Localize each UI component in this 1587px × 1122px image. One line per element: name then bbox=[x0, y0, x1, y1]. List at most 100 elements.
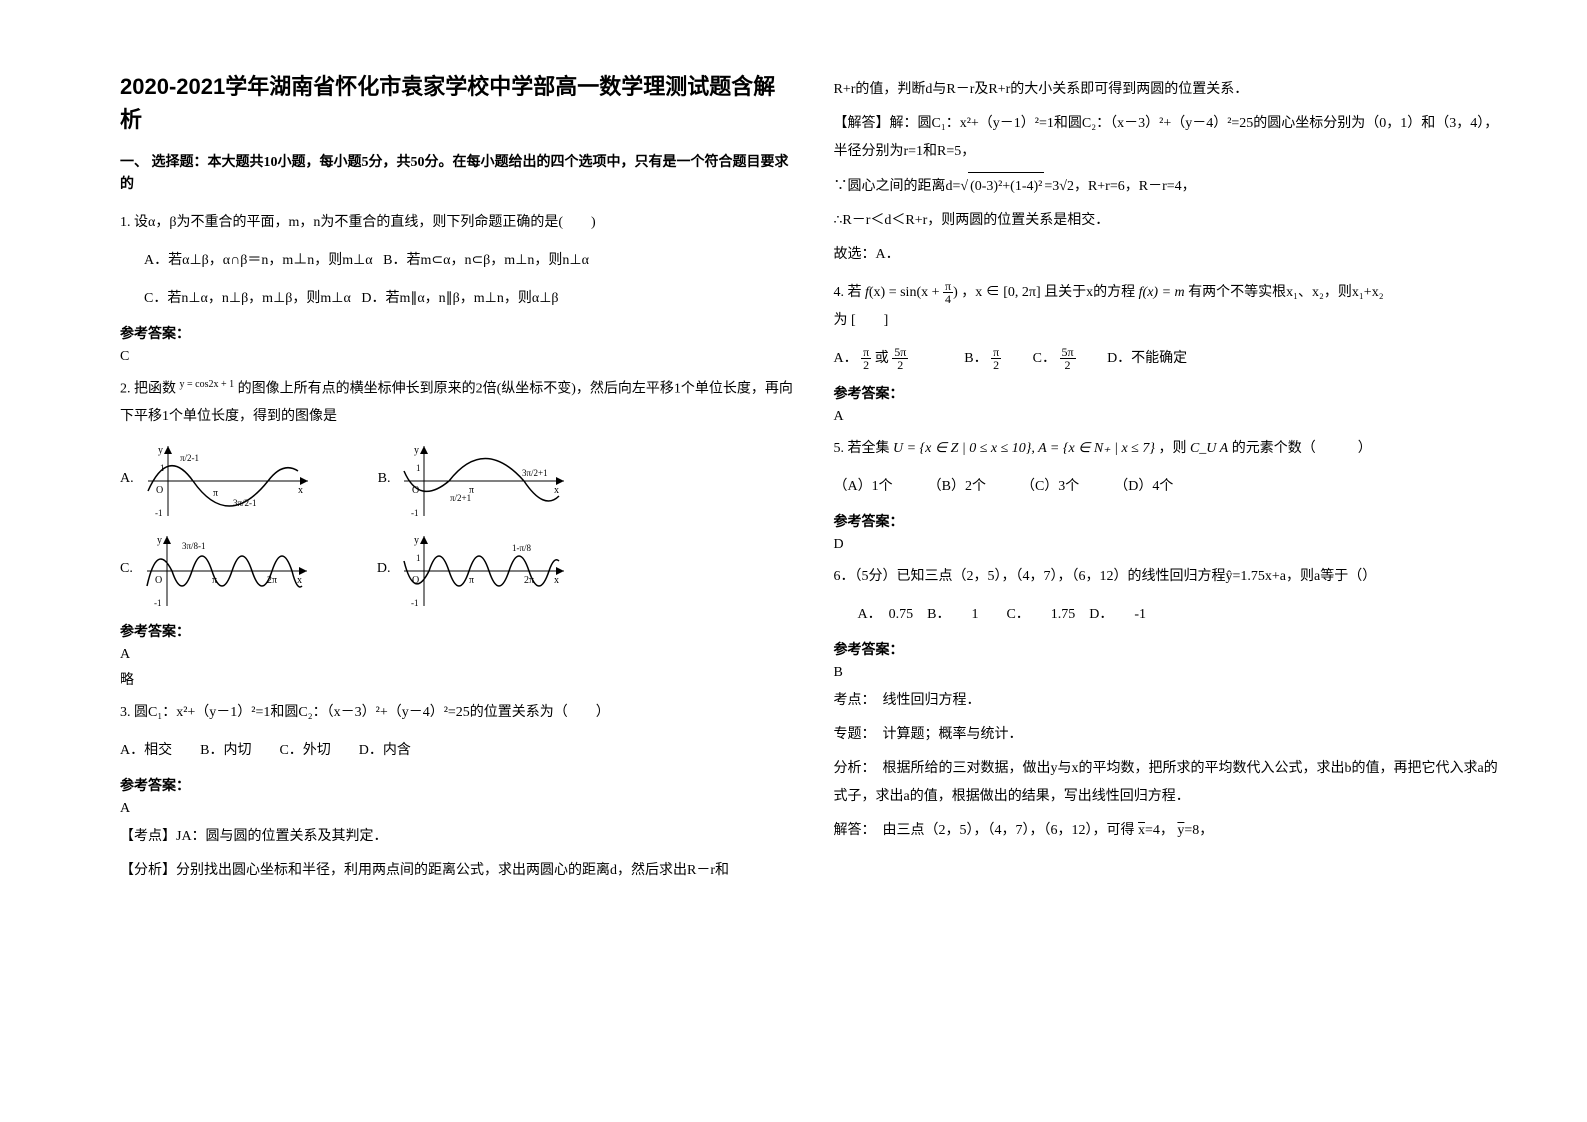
graph-svg-a: O π/2-1 π 3π/2-1 x y 1 -1 bbox=[138, 441, 318, 521]
q4-stem-end: 为 [ ] bbox=[834, 313, 889, 328]
svg-text:2π: 2π bbox=[267, 575, 277, 586]
q4-opt-c-pre: C． bbox=[1033, 351, 1056, 366]
q3-cont5: 故选：A． bbox=[834, 241, 1508, 269]
q5-stem-post: 的元素个数（ ） bbox=[1232, 441, 1372, 456]
q3-analysis: 【分析】分别找出圆心坐标和半径，利用两点间的距离公式，求出两圆心的距离d，然后求… bbox=[120, 857, 794, 885]
graph-svg-c: O 3π/8-1 π 2π x y -1 bbox=[137, 531, 317, 611]
q1-opt-d: D．若m∥α，n∥β，m⊥n，则α⊥β bbox=[361, 291, 558, 306]
q3-cont3-post: ，R+r=6，R－r=4， bbox=[1074, 179, 1196, 194]
svg-text:-1: -1 bbox=[154, 598, 162, 608]
q6-stem-pre: 6．（5分）已知三点（2，5），（4，7），（6，12）的线性回归方程 bbox=[834, 569, 1226, 584]
svg-text:1: 1 bbox=[416, 463, 421, 473]
q4-fx: f(x) = m bbox=[1139, 285, 1185, 300]
q1-opt-c: C．若n⊥α，n⊥β，m⊥β，则m⊥α bbox=[144, 291, 351, 306]
q2-graph-a: A. O π/2-1 π 3π/2-1 x y 1 -1 bbox=[120, 441, 318, 521]
q6-kd: 考点： 线性回归方程． bbox=[834, 687, 1508, 715]
q2-graph-row-2: C. O 3π/8-1 π 2π x y -1 D. bbox=[120, 531, 794, 611]
svg-text:1: 1 bbox=[416, 553, 421, 563]
q2-label-c: C. bbox=[120, 561, 133, 577]
svg-text:1-π/8: 1-π/8 bbox=[512, 543, 532, 553]
q2-label-a: A. bbox=[120, 471, 134, 487]
q4-stem-pre: 4. 若 bbox=[834, 285, 862, 300]
svg-text:3π/2-1: 3π/2-1 bbox=[233, 498, 257, 508]
q3-cont3-root: (0-3)²+(1-4)² bbox=[968, 172, 1044, 201]
q4-opt-a-pre: A． bbox=[834, 351, 858, 366]
q2-stem-pre: 2. 把函数 bbox=[120, 381, 176, 396]
q3-answer-label: 参考答案： bbox=[120, 775, 794, 795]
q6-xval: =4， bbox=[1145, 823, 1174, 838]
q1-answer: C bbox=[120, 349, 794, 365]
svg-text:x: x bbox=[554, 575, 559, 586]
q3-cont2: 【解答】解：圆C₁：x²+（y－1）²=1和圆C₂：（x－3）²+（y－4）²=… bbox=[834, 110, 1508, 166]
q1-answer-label: 参考答案： bbox=[120, 323, 794, 343]
q4-options: A． π2 或 5π2 B． π2 C． 5π2 D．不能确定 bbox=[834, 345, 1508, 373]
svg-text:y: y bbox=[414, 445, 419, 456]
q5-options: （A）1个 （B）2个 （C）3个 （D）4个 bbox=[834, 473, 1508, 501]
q6-yval: =8， bbox=[1184, 823, 1213, 838]
q4-opt-d: D．不能确定 bbox=[1107, 351, 1187, 366]
svg-text:-1: -1 bbox=[155, 508, 163, 518]
svg-text:O: O bbox=[155, 575, 162, 586]
question-6: 6．（5分）已知三点（2，5），（4，7），（6，12）的线性回归方程ŷ=1.7… bbox=[834, 563, 1508, 591]
q3-answer: A bbox=[120, 801, 794, 817]
q6-jd: 解答： 由三点（2，5），（4，7），（6，12），可得 x=4， y=8， bbox=[834, 817, 1508, 845]
graph-svg-d: O π 1-π/8 2π x y 1 -1 bbox=[394, 531, 574, 611]
q5-stem-pre: 5. 若全集 bbox=[834, 441, 890, 456]
q3-cont3-val: =3√2 bbox=[1044, 179, 1074, 194]
q2-graph-b: B. O π π/2+1 3π/2+1 x y 1 -1 bbox=[378, 441, 575, 521]
q1-options-row1: A．若α⊥β，α∩β＝n，m⊥n，则m⊥α B．若m⊂α，n⊂β，m⊥n，则n⊥… bbox=[120, 247, 794, 275]
svg-text:π/2+1: π/2+1 bbox=[450, 493, 471, 503]
q2-graph-c: C. O 3π/8-1 π 2π x y -1 bbox=[120, 531, 317, 611]
q4-answer-label: 参考答案： bbox=[834, 383, 1508, 403]
svg-text:x: x bbox=[554, 485, 559, 496]
q4-stem-post3: 有两个不等实根x₁、x₂，则x₁+x₂ bbox=[1188, 285, 1383, 300]
question-1: 1. 设α，β为不重合的平面，m，n为不重合的直线，则下列命题正确的是( ) bbox=[120, 209, 794, 237]
q6-zt: 专题： 计算题；概率与统计． bbox=[834, 721, 1508, 749]
q2-answer-label: 参考答案： bbox=[120, 621, 794, 641]
q2-note: 略 bbox=[120, 669, 794, 689]
svg-text:2π: 2π bbox=[524, 575, 534, 586]
question-5: 5. 若全集 U = {x ∈ Z | 0 ≤ x ≤ 10}, A = {x … bbox=[834, 435, 1508, 463]
q2-label-b: B. bbox=[378, 471, 391, 487]
svg-text:3π/2+1: 3π/2+1 bbox=[522, 468, 548, 478]
q6-fx: 分析： 根据所给的三对数据，做出y与x的平均数，把所求的平均数代入公式，求出b的… bbox=[834, 755, 1508, 811]
q3-stem: 3. 圆C₁：x²+（y－1）²=1和圆C₂：（x－3）²+（y－4）²=25的… bbox=[120, 705, 610, 720]
svg-text:-1: -1 bbox=[411, 508, 419, 518]
q5-U: U = {x ∈ Z | 0 ≤ x ≤ 10}, A = {x ∈ N₊ | … bbox=[893, 441, 1155, 456]
question-2: 2. 把函数 y = cos2x + 1 的图像上所有点的横坐标伸长到原来的2倍… bbox=[120, 375, 794, 432]
q4-answer: A bbox=[834, 409, 1508, 425]
q6-xbar: x bbox=[1138, 823, 1145, 838]
document-title: 2020-2021学年湖南省怀化市袁家学校中学部高一数学理测试题含解析 bbox=[120, 70, 794, 136]
question-4: 4. 若 f(x) = sin(x + π4) ，x ∈ [0, 2π] 且关于… bbox=[834, 279, 1508, 335]
q2-graph-row-1: A. O π/2-1 π 3π/2-1 x y 1 -1 B. bbox=[120, 441, 794, 521]
left-column: 2020-2021学年湖南省怀化市袁家学校中学部高一数学理测试题含解析 一、 选… bbox=[100, 70, 814, 1082]
question-3: 3. 圆C₁：x²+（y－1）²=1和圆C₂：（x－3）²+（y－4）²=25的… bbox=[120, 699, 794, 727]
q5-answer: D bbox=[834, 537, 1508, 553]
graph-svg-b: O π π/2+1 3π/2+1 x y 1 -1 bbox=[394, 441, 574, 521]
q5-answer-label: 参考答案： bbox=[834, 511, 1508, 531]
q3-options: A．相交 B．内切 C．外切 D．内含 bbox=[120, 737, 794, 765]
q6-answer-label: 参考答案： bbox=[834, 639, 1508, 659]
q3-cont4: ∴R－r＜d＜R+r，则两圆的位置关系是相交． bbox=[834, 207, 1508, 235]
q6-options: A． 0.75 B． 1 C． 1.75 D． -1 bbox=[834, 601, 1508, 629]
q1-opt-b: B．若m⊂α，n⊂β，m⊥n，则n⊥α bbox=[383, 253, 589, 268]
svg-text:π: π bbox=[212, 575, 217, 586]
q1-options-row2: C．若n⊥α，n⊥β，m⊥β，则m⊥α D．若m∥α，n∥β，m⊥n，则α⊥β bbox=[120, 285, 794, 313]
svg-text:1: 1 bbox=[160, 463, 165, 473]
q3-point: 【考点】JA：圆与圆的位置关系及其判定． bbox=[120, 823, 794, 851]
q6-y: ŷ bbox=[1226, 569, 1233, 584]
q6-answer: B bbox=[834, 665, 1508, 681]
svg-text:π/2-1: π/2-1 bbox=[180, 453, 199, 463]
svg-text:π: π bbox=[213, 488, 218, 499]
q5-C: C_U A bbox=[1190, 441, 1228, 456]
svg-text:3π/8-1: 3π/8-1 bbox=[182, 541, 206, 551]
q3-cont1: R+r的值，判断d与R－r及R+r的大小关系即可得到两圆的位置关系． bbox=[834, 76, 1508, 104]
q1-stem: 1. 设α，β为不重合的平面，m，n为不重合的直线，则下列命题正确的是( ) bbox=[120, 215, 596, 230]
svg-text:y: y bbox=[157, 535, 162, 546]
q2-answer: A bbox=[120, 647, 794, 663]
q6-jd-pre: 解答： 由三点（2，5），（4，7），（6，12），可得 bbox=[834, 823, 1135, 838]
q4-opt-a-or: 或 bbox=[875, 351, 889, 366]
q2-label-d: D. bbox=[377, 561, 391, 577]
right-column: R+r的值，判断d与R－r及R+r的大小关系即可得到两圆的位置关系． 【解答】解… bbox=[814, 70, 1528, 1082]
q4-stem-post1: 且关于x的方程 bbox=[1044, 285, 1135, 300]
